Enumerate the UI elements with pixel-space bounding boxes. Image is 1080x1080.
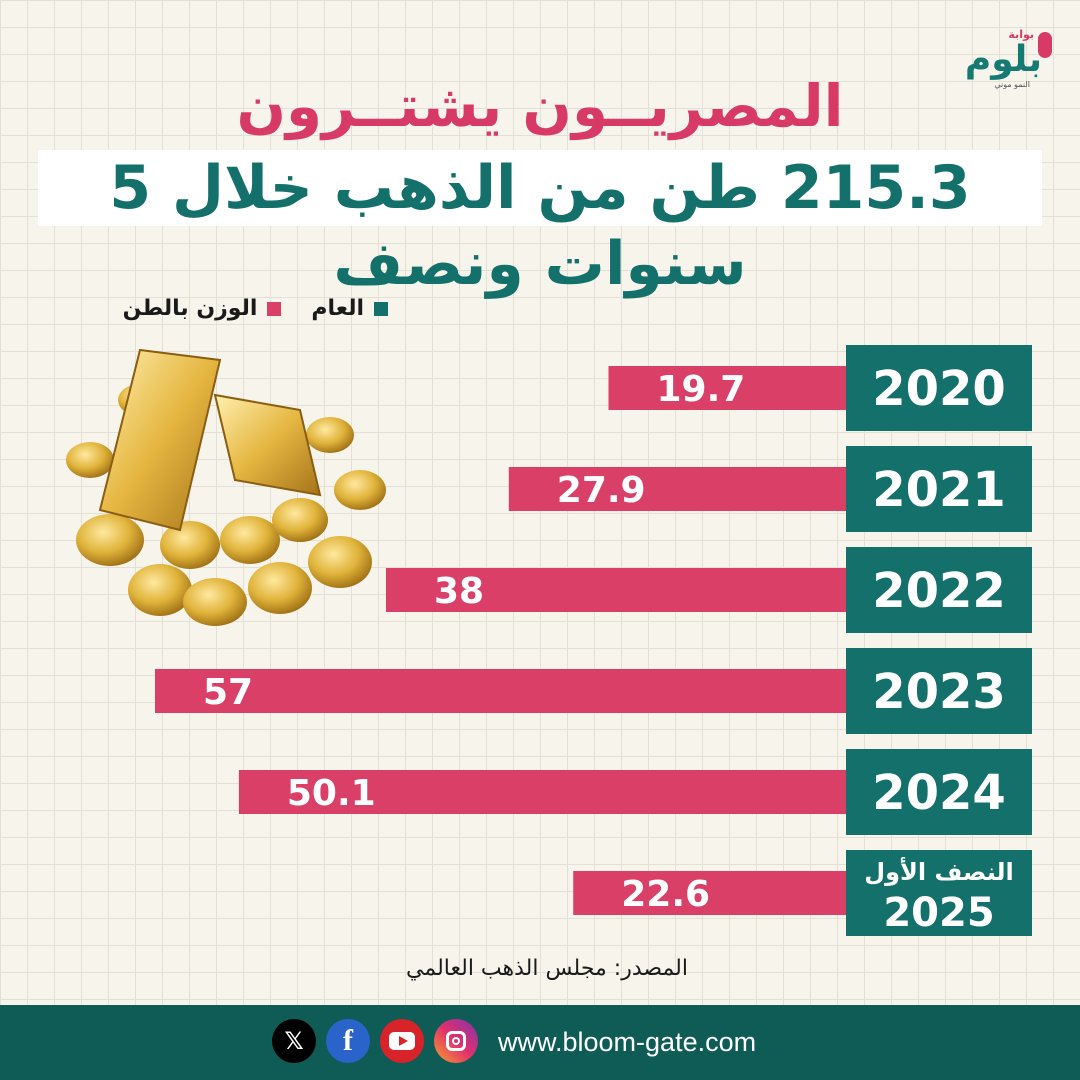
footer-bar [0, 1005, 1080, 1080]
year-label-0: 2020 [872, 361, 1006, 417]
legend-weight-swatch [267, 301, 282, 316]
website-link[interactable]: www.bloom-gate.com [498, 1027, 757, 1057]
x-glyph: 𝕏 [284, 1027, 304, 1055]
year-box-4 [846, 749, 1032, 835]
brand-top-text: بوابة [1008, 28, 1034, 41]
year-box-1 [846, 446, 1032, 532]
year-box-0 [846, 345, 1032, 431]
brand-name: بلوم [964, 39, 1042, 80]
bar-4 [238, 770, 849, 814]
year-box-5 [846, 850, 1032, 936]
year-box-3 [846, 648, 1032, 734]
legend-year-label: العام [311, 296, 364, 321]
year-label-5-line2: 2025 [883, 890, 994, 936]
bar-1 [508, 467, 848, 511]
camera-shape [446, 1031, 466, 1051]
bar-value-label-0: 19.7 [656, 369, 745, 410]
year-label-3: 2023 [872, 664, 1006, 720]
bar-value-label-4: 50.1 [287, 773, 376, 814]
source-note: المصدر: مجلس الذهب العالمي [406, 956, 688, 981]
legend-weight: الوزن بالطن [123, 296, 282, 321]
instagram-icon[interactable] [434, 1019, 478, 1063]
brand-logo: بوابة بلوم النمو موني [960, 28, 1060, 94]
year-label-5-line1: النصف الأول [864, 857, 1013, 886]
brand-tagline: النمو موني [994, 80, 1030, 89]
gold-bars-illustration [66, 348, 386, 626]
legend-year: العام [311, 296, 388, 321]
bar-0 [608, 366, 848, 410]
bar-value-label-5: 22.6 [621, 874, 710, 915]
chart-legend: العام الوزن بالطن [123, 296, 388, 321]
headline-line2: 215.3 طن من الذهب خلال 5 سنوات ونصف [109, 153, 971, 299]
year-label-1: 2021 [872, 462, 1006, 518]
bar-value-label-3: 57 [203, 672, 253, 713]
headline-box [38, 150, 1042, 226]
bar-3 [155, 669, 848, 713]
legend-weight-label: الوزن بالطن [122, 296, 258, 321]
bar-5 [573, 871, 848, 915]
youtube-icon[interactable] [380, 1019, 424, 1063]
play-shape [389, 1032, 415, 1050]
bar-value-label-1: 27.9 [557, 470, 646, 511]
bar-value-label-2: 38 [434, 571, 484, 612]
legend-year-swatch [374, 301, 388, 316]
x-icon[interactable]: 𝕏 [272, 1019, 316, 1063]
microphone-icon [1038, 32, 1052, 58]
headline-line1: المصريــون يشتــرون [236, 72, 844, 140]
year-label-4: 2024 [872, 765, 1006, 821]
bar-2 [386, 568, 848, 612]
facebook-icon[interactable]: f [326, 1019, 370, 1063]
facebook-glyph: f [343, 1024, 353, 1057]
year-box-2 [846, 547, 1032, 633]
year-label-2: 2022 [872, 563, 1006, 619]
